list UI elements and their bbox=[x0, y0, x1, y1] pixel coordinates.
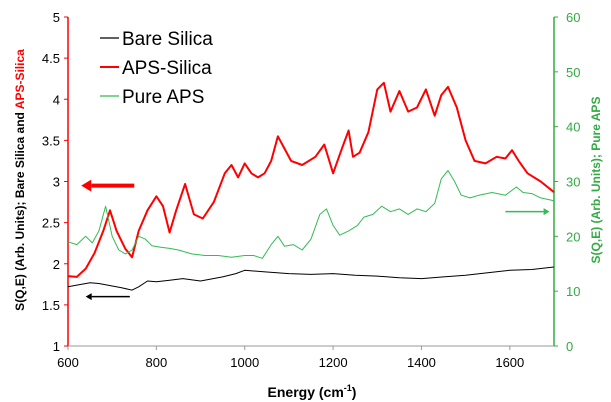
x-axis-label: Energy (cm-1) bbox=[268, 383, 357, 400]
y-left-tick-label: 3 bbox=[53, 175, 60, 190]
arrow-head-aps-silica bbox=[81, 179, 92, 192]
arrow-head-pure-aps bbox=[543, 208, 550, 216]
axes-layer: 600 800 1000 1200 1400 160011.522.533.544.550… bbox=[42, 10, 581, 370]
series-line-pure-aps bbox=[67, 170, 555, 259]
y-left-tick-label: 4 bbox=[53, 92, 60, 107]
y-right-tick-label: 40 bbox=[566, 120, 580, 135]
y-right-tick-label: 20 bbox=[566, 229, 580, 244]
x-tick-label: 600 bbox=[57, 355, 79, 370]
y-right-tick-label: 60 bbox=[566, 10, 580, 25]
y-left-axis-label: S(Q,E) (Arb. Units); Bare Silica and APS… bbox=[13, 49, 27, 311]
x-tick-label: 800 bbox=[146, 355, 168, 370]
y-right-tick-label: 50 bbox=[566, 65, 580, 80]
x-tick-label: 1600 bbox=[495, 355, 524, 370]
x-tick-label: 1200 bbox=[319, 355, 348, 370]
x-tick-label: 1400 bbox=[407, 355, 436, 370]
series-layer bbox=[67, 81, 555, 291]
arrow-head-bare-silica bbox=[85, 293, 92, 301]
legend: Bare Silica APS-Silica Pure APS bbox=[100, 29, 213, 108]
series-line-aps-silica bbox=[67, 81, 555, 278]
y-left-tick-label: 4.5 bbox=[42, 51, 60, 66]
legend-label-pure-aps: Pure APS bbox=[122, 87, 204, 108]
y-right-axis-label: S(Q,E) (Arb. Units); Pure APS bbox=[589, 97, 603, 264]
legend-label-aps-silica: APS-Silica bbox=[122, 58, 212, 79]
y-right-tick-label: 30 bbox=[566, 175, 580, 190]
x-tick-label: 1000 bbox=[230, 355, 259, 370]
y-left-tick-label: 2 bbox=[53, 257, 60, 272]
y-left-tick-label: 3.5 bbox=[42, 133, 60, 148]
y-right-tick-label: 10 bbox=[566, 284, 580, 299]
y-left-tick-label: 1 bbox=[53, 339, 60, 354]
arrow-layer bbox=[81, 179, 550, 301]
y-right-tick-label: 0 bbox=[566, 339, 573, 354]
series-line-bare-silica bbox=[67, 266, 555, 291]
y-left-tick-label: 1.5 bbox=[42, 298, 60, 313]
legend-label-bare-silica: Bare Silica bbox=[122, 29, 213, 50]
y-left-tick-label: 5 bbox=[53, 10, 60, 25]
y-left-tick-label: 2.5 bbox=[42, 216, 60, 231]
